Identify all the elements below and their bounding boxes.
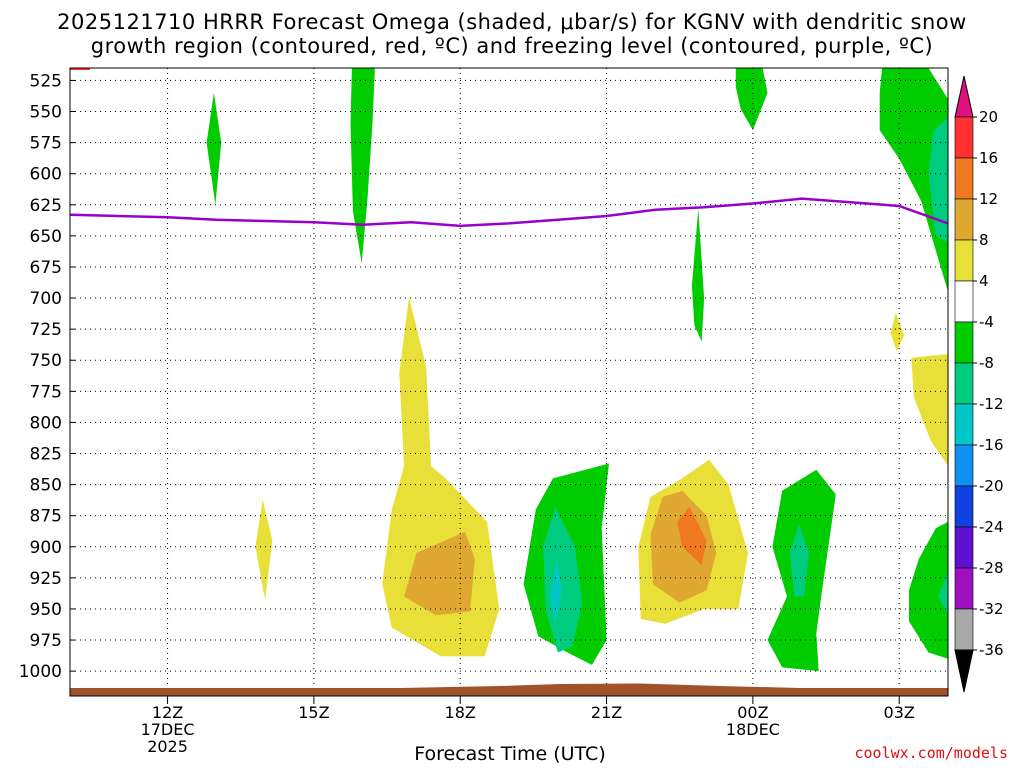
freezing-level-line (70, 197, 948, 228)
colorbar-bin-1 (954, 157, 974, 200)
colorbar-bin-8 (954, 444, 974, 487)
colorbar-label-11: -28 (979, 559, 1004, 577)
x-tick-date-00Z: 18DEC (726, 720, 780, 739)
colorbar-bin-6 (954, 362, 974, 405)
y-tick-575: 575 (30, 134, 62, 154)
y-tick-525: 525 (30, 71, 62, 91)
surface-ground (70, 683, 948, 696)
colorbar-bin-5 (954, 321, 974, 364)
colorbar-under-triangle (954, 649, 974, 693)
colorbar-label-3: 8 (979, 231, 989, 249)
colorbar-bin-11 (954, 567, 974, 610)
omega-region-6 (890, 313, 905, 352)
x-tick-03Z: 03Z (884, 703, 915, 722)
colorbar-label-2: 12 (979, 190, 998, 208)
omega-region-0 (350, 68, 375, 264)
x-tick-18Z: 18Z (445, 703, 476, 722)
colorbar-bin-12 (954, 608, 974, 651)
omega-region-18 (789, 524, 809, 597)
colorbar-label-8: -16 (979, 436, 1004, 454)
colorbar-label-0: 20 (979, 108, 998, 126)
y-tick-625: 625 (30, 196, 62, 216)
omega-region-10 (404, 531, 475, 616)
x-tick-15Z: 15Z (298, 703, 329, 722)
omega-region-3 (691, 208, 705, 342)
y-tick-725: 725 (30, 320, 62, 340)
plot-frame (69, 67, 949, 697)
chart-title-line-1: 2025121710 HRRR Forecast Omega (shaded, … (57, 10, 967, 34)
y-tick-775: 775 (30, 382, 62, 402)
y-tick-900: 900 (30, 538, 62, 558)
y-tick-800: 800 (30, 413, 62, 433)
y-tick-975: 975 (30, 631, 62, 651)
y-tick-600: 600 (30, 165, 62, 185)
chart-title-line-2: growth region (contoured, red, ºC) and f… (90, 34, 934, 58)
x-axis-label: Forecast Time (UTC) (414, 743, 606, 765)
colorbar-label-1: 16 (979, 149, 998, 167)
y-tick-875: 875 (30, 507, 62, 527)
colorbar-label-9: -20 (979, 477, 1004, 495)
x-tick-21Z: 21Z (591, 703, 622, 722)
y-tick-675: 675 (30, 258, 62, 278)
y-tick-650: 650 (30, 227, 62, 247)
colorbar-label-13: -36 (979, 641, 1004, 659)
y-tick-950: 950 (30, 600, 62, 620)
y-tick-1000: 1000 (19, 662, 62, 682)
omega-region-4 (879, 68, 948, 292)
colorbar-label-12: -32 (979, 600, 1004, 618)
colorbar-bin-10 (954, 526, 974, 569)
omega-region-20 (938, 571, 948, 616)
colorbar-label-5: -4 (979, 313, 994, 331)
omega-region-5 (928, 117, 948, 243)
omega-region-1 (206, 92, 222, 205)
x-tick-00Z: 00Z (737, 703, 768, 722)
colorbar-bin-2 (954, 198, 974, 241)
omega-region-2 (735, 68, 768, 131)
colorbar-bin-9 (954, 485, 974, 528)
y-tick-850: 850 (30, 476, 62, 496)
omega-region-19 (909, 521, 948, 659)
colorbar-bin-4 (954, 280, 974, 323)
y-tick-925: 925 (30, 569, 62, 589)
y-tick-700: 700 (30, 289, 62, 309)
colorbar-over-triangle (954, 75, 974, 118)
y-tick-750: 750 (30, 351, 62, 371)
colorbar-label-7: -12 (979, 395, 1004, 413)
y-tick-825: 825 (30, 445, 62, 465)
omega-region-8 (255, 499, 273, 601)
colorbar-label-10: -24 (979, 518, 1004, 536)
omega-region-7 (911, 354, 948, 466)
colorbar-bin-3 (954, 239, 974, 282)
omega-region-16 (677, 507, 707, 566)
colorbar-label-6: -8 (979, 354, 994, 372)
omega-region-13 (550, 559, 562, 624)
x-tick-year-12Z: 2025 (147, 737, 188, 756)
x-tick-date-12Z: 17DEC (141, 720, 195, 739)
omega-region-12 (543, 507, 583, 653)
colorbar-bin-7 (954, 403, 974, 446)
colorbar-bin-0 (954, 116, 974, 159)
y-tick-550: 550 (30, 103, 62, 123)
colorbar-label-4: 4 (979, 272, 989, 290)
credit-link[interactable]: coolwx.com/models (854, 744, 1008, 762)
x-tick-12Z: 12Z (152, 703, 183, 722)
